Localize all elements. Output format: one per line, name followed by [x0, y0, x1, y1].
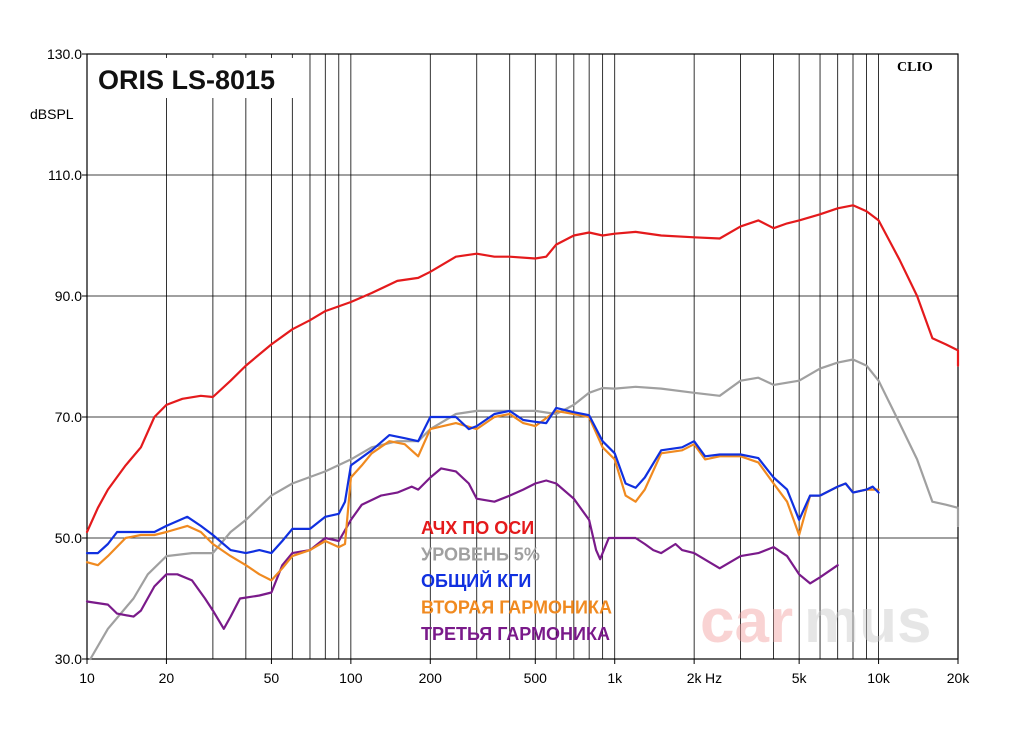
x-tick-label: 20: [159, 670, 175, 686]
legend-entry: АЧХ ПО ОСИ: [421, 518, 534, 538]
x-tick-label: 1k: [607, 670, 623, 686]
legend-entry: ВТОРАЯ ГАРМОНИКА: [421, 598, 612, 618]
title-background: [92, 58, 302, 98]
x-tick-label: 20k: [947, 670, 971, 686]
series-line: [85, 204, 960, 534]
x-axis-unit: Hz: [705, 670, 722, 686]
y-tick-label: 30.0: [55, 651, 82, 667]
x-tick-label: 50: [264, 670, 280, 686]
y-tick-label: 130.0: [47, 46, 82, 62]
watermark-part-car: car: [700, 587, 793, 656]
series-line: [85, 409, 880, 582]
x-tick-label: 10k: [867, 670, 891, 686]
carmus-watermark: car mus: [700, 587, 931, 656]
series-line: [85, 467, 839, 630]
legend-entry: ОБЩИЙ КГИ: [421, 570, 531, 591]
legend: АЧХ ПО ОСИ УРОВЕНЬ 5% ОБЩИЙ КГИ ВТОРАЯ ГАРМ…: [421, 518, 612, 644]
watermark-part-mus: mus: [804, 587, 931, 656]
x-tick-label: 2k: [687, 670, 703, 686]
x-tick-label: 200: [419, 670, 443, 686]
y-tick-label: 50.0: [55, 530, 82, 546]
brand-label: CLIO: [897, 60, 933, 75]
y-tick-label: 90.0: [55, 288, 82, 304]
x-tick-label: 500: [524, 670, 548, 686]
plot-frame: [86, 53, 959, 660]
x-tick-label: 100: [339, 670, 363, 686]
series-lines: [85, 204, 960, 661]
legend-entry: УРОВЕНЬ 5%: [421, 545, 540, 565]
series-line: [89, 358, 960, 661]
chart-title: ORIS LS-8015: [98, 65, 275, 95]
y-axis-label: dBSPL: [30, 106, 74, 122]
legend-entry: ТРЕТЬЯ ГАРМОНИКА: [421, 624, 610, 644]
series-line: [85, 406, 880, 555]
grid-lines: [87, 54, 958, 659]
x-tick-label: 10: [79, 670, 95, 686]
x-axis-ticks: 10 20 50 100 200 500 1k 2k 5k 10k 20k: [79, 659, 970, 686]
x-tick-label: 5k: [792, 670, 808, 686]
y-tick-label: 110.0: [48, 167, 82, 183]
y-tick-label: 70.0: [55, 409, 82, 425]
y-axis-ticks: 30.0 50.0 70.0 90.0 110.0 130.0: [47, 46, 87, 667]
